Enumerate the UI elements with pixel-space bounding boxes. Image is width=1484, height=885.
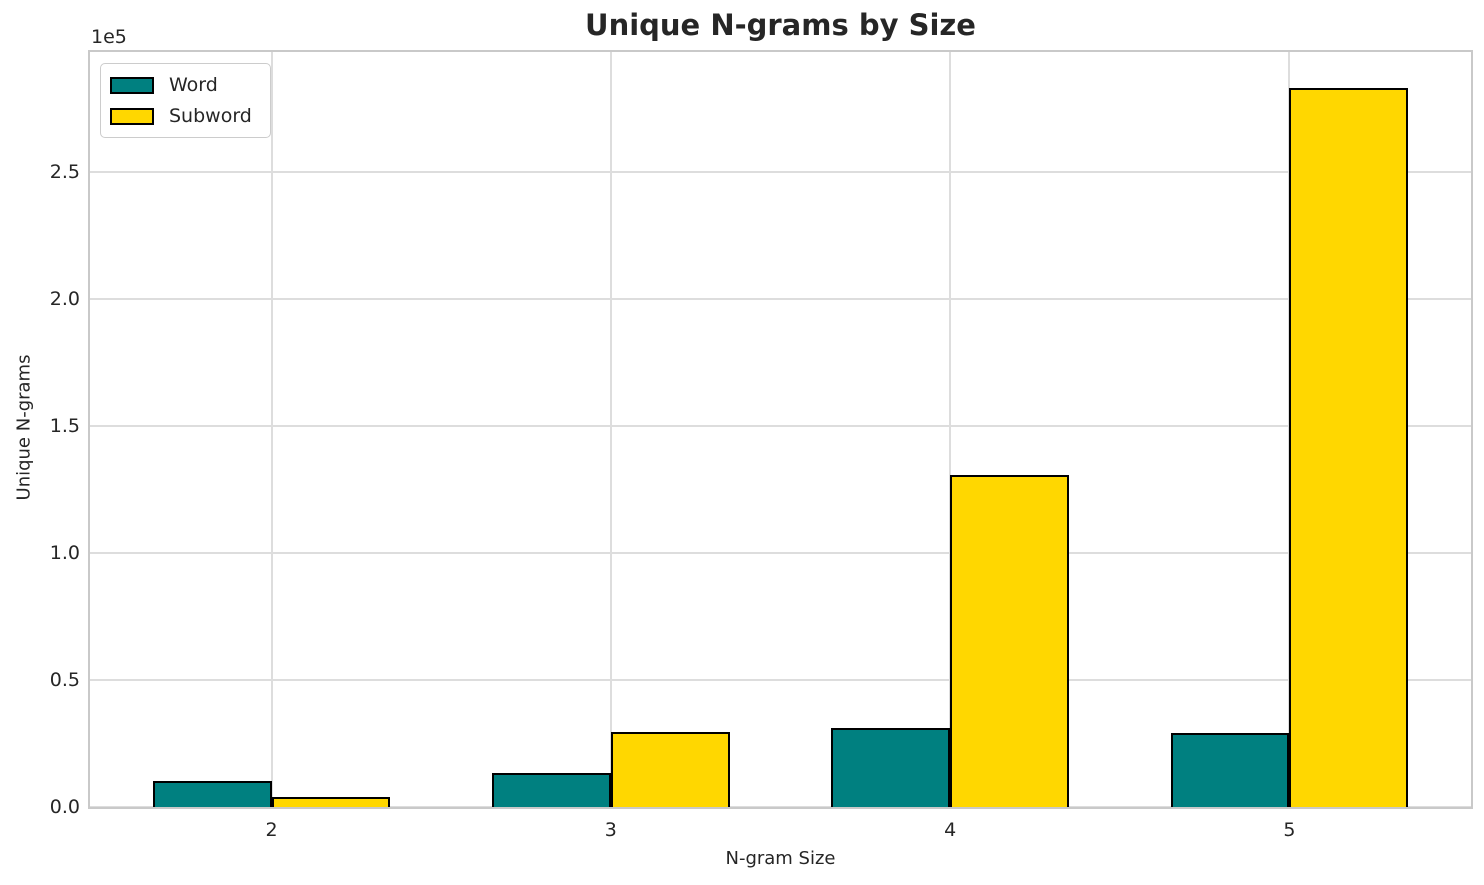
gridline-x-4: [949, 52, 952, 807]
ytick-label-1.0: 1.0: [49, 542, 80, 565]
axes-spines: [88, 50, 1473, 809]
bar-word-4: [831, 728, 951, 809]
gridline-x-3: [609, 52, 612, 807]
gridline-y-0.5: [90, 679, 1471, 682]
chart-title: Unique N-grams by Size: [585, 8, 976, 42]
legend-item-subword: Subword: [110, 105, 252, 127]
bar-subword-2: [271, 797, 391, 809]
xtick-label-3: 3: [604, 819, 617, 841]
plot-area: Word Subword: [88, 50, 1473, 809]
ytick-label-2.5: 2.5: [49, 161, 80, 184]
gridline-y-2.0: [90, 298, 1471, 301]
ytick-label-0.5: 0.5: [49, 669, 80, 692]
xtick-label-5: 5: [1283, 819, 1296, 841]
gridline-x-2: [270, 52, 273, 807]
x-axis-label: N-gram Size: [725, 848, 836, 869]
xtick-label-4: 4: [944, 819, 957, 841]
bar-word-3: [492, 773, 611, 809]
legend-swatch-subword: [110, 107, 154, 125]
legend-swatch-word: [110, 76, 154, 94]
ytick-label-0.0: 0.0: [49, 796, 80, 818]
ytick-label-1.5: 1.5: [49, 415, 80, 438]
xtick-label-2: 2: [265, 819, 278, 841]
ytick-label-2.0: 2.0: [49, 288, 80, 311]
legend-item-word: Word: [110, 74, 252, 96]
legend-label-subword: Subword: [169, 105, 252, 127]
bar-subword-3: [610, 732, 730, 809]
bar-word-5: [1170, 733, 1290, 809]
y-axis-offset-label: 1e5: [91, 26, 127, 48]
gridline-y-2.5: [90, 171, 1471, 174]
gridline-y-1.5: [90, 425, 1471, 428]
y-axis-label: Unique N-grams: [13, 354, 35, 501]
gridline-y-1.0: [90, 552, 1471, 555]
bar-subword-4: [950, 475, 1069, 809]
legend: Word Subword: [100, 63, 271, 138]
legend-label-word: Word: [169, 74, 218, 96]
bar-subword-5: [1289, 88, 1409, 809]
bar-word-2: [152, 780, 272, 809]
